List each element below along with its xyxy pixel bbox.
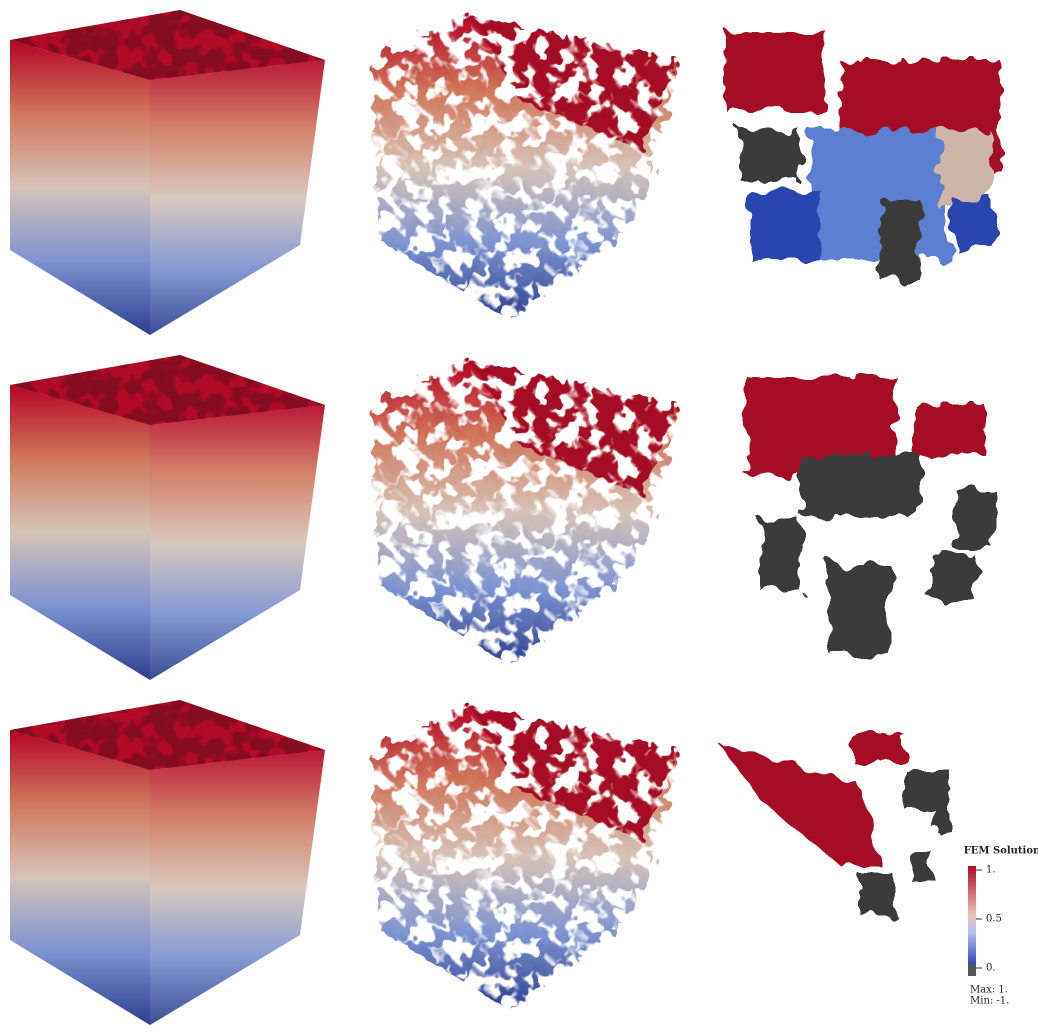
colorbar-title: FEM Solution — [964, 846, 1038, 857]
solid-cube — [10, 355, 325, 680]
row-2 — [10, 355, 995, 680]
row-1 — [10, 10, 1000, 335]
tick-label: 0. — [986, 963, 996, 974]
porous-cube — [370, 705, 680, 1010]
solid-cube — [10, 10, 325, 335]
colorbar: FEM Solution Max: 1. Min: -1. 1. 0.5 0. — [964, 846, 1038, 1007]
page: FEM Solution Max: 1. Min: -1. 1.0.50. ((… — [0, 0, 1038, 1035]
colorbar-gradient — [968, 866, 976, 976]
clusters — [745, 375, 995, 655]
row-3 — [10, 700, 950, 1025]
tick-label: 0.5 — [986, 914, 1002, 925]
clusters — [725, 30, 1000, 280]
figure: FEM Solution Max: 1. Min: -1. 1. 0.5 0. — [0, 0, 1038, 1035]
clusters — [720, 735, 950, 915]
porous-cube — [370, 15, 680, 320]
solid-cube — [10, 700, 325, 1025]
porous-cube — [370, 360, 680, 665]
max-label: Max: 1. — [970, 985, 1008, 996]
min-label: Min: -1. — [970, 996, 1009, 1007]
tick-label: 1. — [986, 865, 996, 876]
